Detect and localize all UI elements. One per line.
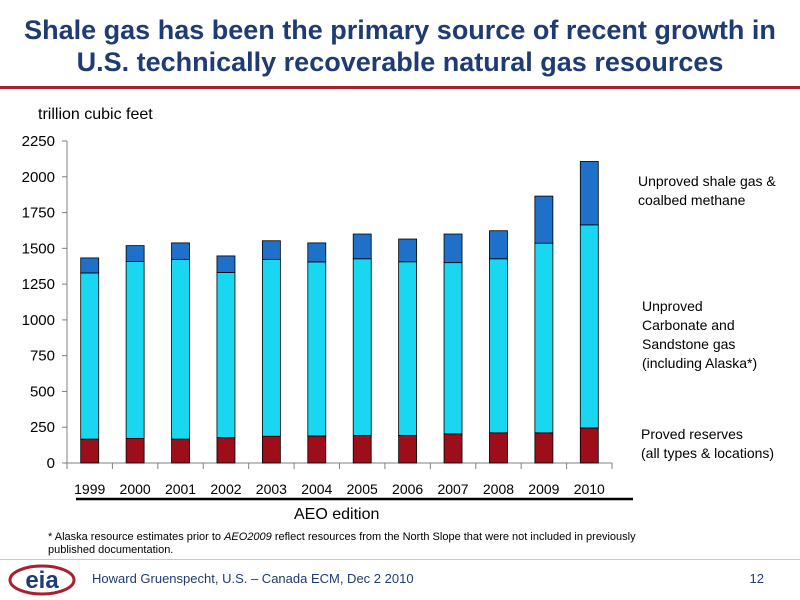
x-tick-label: 2003 [256, 481, 287, 497]
legend-proved: Proved reserves (all types & locations) [641, 425, 774, 463]
y-tick-label: 750 [30, 348, 55, 365]
bar-segment-2008-series-1 [489, 432, 508, 464]
x-tick-label: 2008 [483, 481, 514, 497]
bar-segment-2010-series-3 [579, 161, 599, 226]
x-tick-label: 2009 [528, 481, 559, 497]
bar-segment-2006-series-1 [398, 434, 418, 464]
legend-carbonate-line-3: Sandstone gas [642, 336, 736, 352]
bar-segment-2004-series-2 [307, 261, 327, 437]
bar-segment-2007-series-2 [443, 262, 463, 435]
x-axis-title: AEO edition [294, 506, 380, 523]
bar-segment-1999-series-2 [80, 272, 100, 440]
bar-segment-2010-series-1 [579, 427, 599, 464]
footnote: * Alaska resource estimates prior to AEO… [48, 531, 668, 557]
y-tick-label: 2250 [22, 133, 55, 150]
bar-segment-2000-series-2 [125, 261, 145, 439]
y-tick-label: 250 [30, 419, 55, 436]
legend-proved-line-2: (all types & locations) [641, 445, 775, 461]
bar-segment-2005-series-3 [352, 233, 372, 260]
bar-segment-2001-series-2 [171, 258, 190, 440]
bar-segment-2000-series-3 [125, 245, 145, 262]
bar-segment-2007-series-3 [443, 233, 463, 264]
x-tick-label: 2004 [301, 481, 332, 497]
bar-segment-2009-series-2 [534, 242, 554, 434]
bar-segment-2004-series-3 [307, 242, 327, 263]
footnote-suffix: reflect resources from the North Slope t… [48, 531, 636, 556]
page-number: 12 [749, 571, 764, 586]
bar-segment-2002-series-2 [216, 272, 236, 439]
legend-carbonate-line-4: (including Alaska*) [642, 355, 758, 371]
legend-proved-line-1: Proved reserves [641, 426, 743, 442]
bar-segment-2008-series-2 [489, 258, 508, 434]
title-rule [0, 86, 800, 89]
bar-segment-2000-series-1 [125, 437, 145, 464]
bar-segment-2004-series-1 [307, 435, 327, 464]
bar-segment-2005-series-2 [352, 258, 372, 436]
bar-segment-2003-series-3 [261, 240, 281, 260]
bar-segment-2009-series-1 [534, 432, 554, 464]
bar-segment-2001-series-3 [171, 242, 190, 260]
legend-carbonate-line-2: Carbonate and [642, 317, 735, 333]
bar-segment-2003-series-1 [261, 435, 281, 464]
slide-title: Shale gas has been the primary source of… [0, 14, 800, 78]
bar-segment-2010-series-2 [579, 224, 599, 429]
eia-logo: eia [8, 564, 76, 596]
y-axis-label: trillion cubic feet [38, 106, 153, 123]
bar-segment-2007-series-1 [443, 433, 463, 464]
slide-title-line-1: Shale gas has been the primary source of… [24, 15, 776, 45]
bar-segment-2003-series-2 [261, 258, 281, 437]
legend-shale-line-1: Unproved shale gas & [638, 173, 776, 189]
legend-shale: Unproved shale gas & coalbed methane [638, 172, 776, 210]
bar-segment-1999-series-1 [80, 438, 100, 464]
bar-segment-2002-series-3 [216, 255, 236, 273]
footnote-prefix: * Alaska resource estimates prior to [48, 531, 225, 543]
footer-rule [0, 559, 800, 560]
y-tick-label: 500 [30, 383, 55, 400]
footer-author: Howard Gruenspecht, U.S. – Canada ECM, D… [92, 571, 414, 586]
bar-segment-2008-series-3 [489, 230, 508, 260]
y-tick-label: 1500 [22, 240, 55, 257]
y-tick-label: 1250 [22, 276, 55, 293]
bar-segment-2002-series-1 [216, 437, 236, 464]
bar-segment-2009-series-3 [534, 195, 554, 244]
x-tick-label: 2006 [392, 481, 423, 497]
x-tick-label: 2005 [347, 481, 378, 497]
y-tick-label: 2000 [22, 169, 55, 186]
x-tick-label: 2002 [210, 481, 241, 497]
bar-segment-2001-series-1 [171, 438, 190, 464]
legend-shale-line-2: coalbed methane [638, 192, 746, 208]
footnote-emphasis: AEO2009 [224, 531, 272, 543]
y-tick-label: 1000 [22, 312, 55, 329]
bar-segment-1999-series-3 [80, 257, 100, 274]
bar-segment-2005-series-1 [352, 434, 372, 464]
bar-segment-2006-series-2 [398, 261, 418, 436]
legend-carbonate-line-1: Unproved [642, 298, 703, 314]
legend-carbonate: Unproved Carbonate and Sandstone gas (in… [642, 297, 757, 373]
y-tick-label: 0 [47, 455, 55, 472]
x-tick-label: 1999 [74, 481, 105, 497]
x-tick-label: 2000 [120, 481, 151, 497]
bar-segment-2006-series-3 [398, 238, 418, 263]
x-tick-label: 2010 [574, 481, 605, 497]
slide-title-line-2: U.S. technically recoverable natural gas… [76, 47, 724, 77]
x-tick-label: 2001 [165, 481, 196, 497]
x-tick-label: 2007 [437, 481, 468, 497]
y-tick-label: 1750 [22, 205, 55, 222]
logo-text: eia [25, 567, 59, 594]
